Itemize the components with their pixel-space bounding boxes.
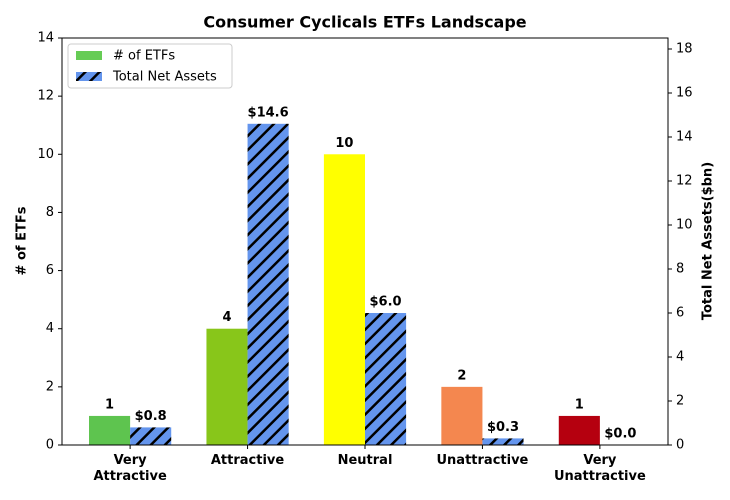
y2-tick-label: 6 — [676, 306, 684, 321]
bar — [323, 154, 365, 446]
x-tick-label: Very Unattractive — [553, 453, 646, 484]
bar — [441, 386, 483, 445]
y-tick-label: 2 — [46, 379, 54, 394]
bar — [365, 313, 407, 445]
data-label: 2 — [457, 368, 466, 383]
y2-tick-label: 2 — [676, 394, 684, 409]
data-label: $6.0 — [370, 295, 402, 310]
legend-swatch — [76, 51, 102, 60]
data-label: $0.0 — [604, 427, 636, 442]
legend-swatch — [76, 72, 102, 81]
y2-tick-label: 10 — [676, 218, 693, 233]
y2-tick-label: 0 — [676, 438, 684, 453]
data-label: $0.3 — [487, 420, 519, 435]
y2-tick-label: 16 — [676, 86, 693, 101]
x-tick-label: Unattractive — [436, 453, 529, 468]
y-tick-label: 14 — [37, 31, 54, 46]
bar — [206, 328, 248, 445]
plot-frame — [61, 37, 669, 446]
y-tick-label: 4 — [46, 321, 54, 336]
bar — [247, 123, 289, 446]
y2-tick-label: 14 — [676, 130, 693, 145]
x-tick-label: Neutral — [337, 453, 393, 468]
y-tick-label: 10 — [37, 147, 54, 162]
y-tick-label: 12 — [37, 89, 54, 104]
legend-label: Total Net Assets — [112, 70, 217, 85]
bar — [89, 415, 131, 445]
legend-box — [67, 43, 233, 89]
y2-tick-label: 4 — [676, 350, 684, 365]
y-tick-label: 0 — [46, 438, 54, 453]
data-label: 1 — [575, 397, 584, 412]
data-label: 1 — [105, 397, 114, 412]
data-label: $14.6 — [248, 105, 289, 120]
y2-tick-label: 8 — [676, 262, 684, 277]
bar — [482, 438, 524, 445]
y-axis-label: # of ETFs — [15, 206, 30, 275]
data-label: 4 — [222, 310, 231, 325]
y2-tick-label: 12 — [676, 174, 693, 189]
bar — [558, 415, 600, 445]
y-tick-label: 8 — [46, 205, 54, 220]
data-label: 10 — [335, 136, 353, 151]
x-tick-label: Attractive — [210, 453, 285, 468]
y-tick-label: 6 — [46, 263, 54, 278]
y2-tick-label: 18 — [676, 42, 693, 57]
legend-label: # of ETFs — [113, 49, 175, 64]
bar — [130, 427, 172, 445]
y2-axis-label: Total Net Assets($bn) — [701, 162, 716, 320]
data-label: $0.8 — [135, 409, 167, 424]
x-tick-label: Very Attractive — [93, 453, 167, 484]
chart-title: Consumer Cyclicals ETFs Landscape — [203, 13, 526, 32]
